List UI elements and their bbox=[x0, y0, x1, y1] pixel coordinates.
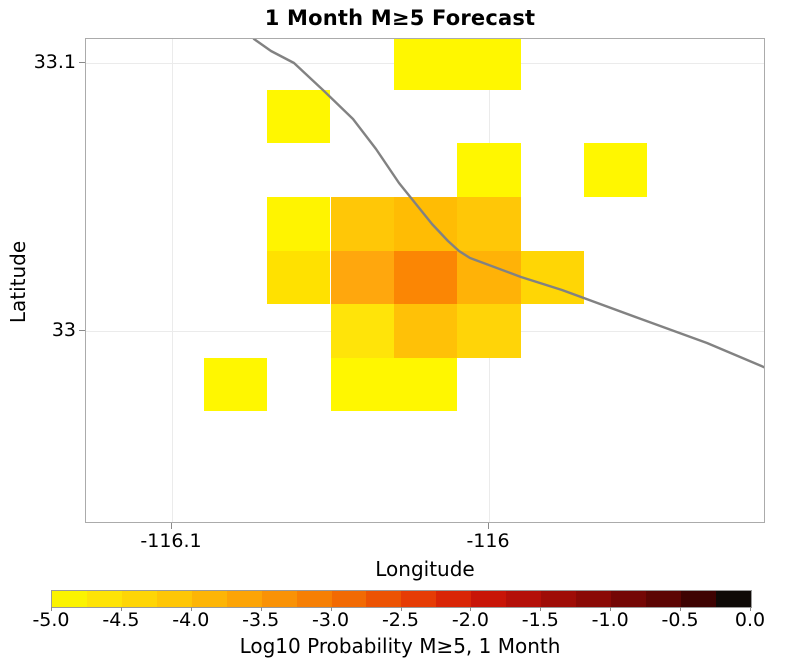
colorbar-segment bbox=[611, 591, 646, 607]
x-tick-label--116: -116 bbox=[466, 530, 510, 552]
heatmap-cell bbox=[267, 197, 331, 251]
y-tick-label-33.1: 33.1 bbox=[33, 51, 76, 73]
heatmap-cell bbox=[267, 250, 331, 305]
colorbar-tick-label: -2.0 bbox=[451, 609, 489, 631]
heatmap-cell bbox=[330, 357, 394, 412]
colorbar-tick-label: -5.0 bbox=[32, 609, 70, 631]
heatmap-cell bbox=[330, 250, 394, 305]
colorbar-segment bbox=[121, 591, 157, 607]
colorbar-segment bbox=[296, 591, 332, 607]
fault-line bbox=[252, 39, 764, 369]
heatmap-cell bbox=[457, 304, 521, 358]
y-axis-label: Latitude bbox=[6, 240, 30, 324]
colorbar-tick-label: -0.5 bbox=[661, 609, 699, 631]
gridline-x--116.1 bbox=[172, 39, 173, 522]
colorbar-segment bbox=[191, 591, 227, 607]
heatmap-cell bbox=[393, 304, 458, 358]
heatmap-cell bbox=[393, 250, 458, 305]
heatmap-cell bbox=[267, 89, 331, 144]
colorbar-tickmark bbox=[400, 607, 402, 611]
x-tick-label--116.1: -116.1 bbox=[140, 530, 202, 552]
colorbar-segment bbox=[680, 591, 716, 607]
colorbar-tick-label: -1.0 bbox=[591, 609, 629, 631]
colorbar-tick-label: -1.5 bbox=[521, 609, 559, 631]
chart-title: 1 Month M≥5 Forecast bbox=[264, 6, 536, 30]
colorbar-tick-label: -4.5 bbox=[102, 609, 140, 631]
x-tickmark--116.1 bbox=[171, 523, 172, 529]
colorbar-segment bbox=[226, 591, 262, 607]
colorbar-segment bbox=[506, 591, 542, 607]
colorbar-segment bbox=[576, 591, 611, 607]
colorbar-segment bbox=[715, 591, 751, 607]
heatmap-cell bbox=[584, 143, 648, 197]
colorbar-tick-label: -4.0 bbox=[172, 609, 210, 631]
heatmap-cell bbox=[457, 197, 521, 251]
colorbar bbox=[51, 590, 752, 608]
heatmap-cell bbox=[330, 304, 394, 358]
colorbar-segment bbox=[86, 591, 122, 607]
colorbar-tickmark bbox=[120, 607, 122, 611]
heatmap-cell bbox=[203, 357, 268, 412]
colorbar-segment bbox=[645, 591, 681, 607]
colorbar-tickmark bbox=[540, 607, 542, 611]
colorbar-tickmark bbox=[680, 607, 682, 611]
colorbar-tick-label: -3.5 bbox=[242, 609, 280, 631]
heatmap-cell bbox=[457, 39, 521, 90]
colorbar-tickmark bbox=[330, 607, 332, 611]
colorbar-tick-label: 0.0 bbox=[734, 609, 766, 631]
colorbar-tick-label: -2.5 bbox=[381, 609, 420, 631]
colorbar-segment bbox=[331, 591, 367, 607]
heatmap-cell bbox=[393, 357, 458, 412]
colorbar-segment bbox=[52, 591, 87, 607]
colorbar-tickmark bbox=[610, 607, 612, 611]
heatmap-cell bbox=[330, 197, 394, 251]
colorbar-tickmark bbox=[260, 607, 262, 611]
y-tickmark-33 bbox=[79, 330, 85, 331]
heatmap-cell bbox=[393, 197, 458, 251]
colorbar-tickmark bbox=[190, 607, 192, 611]
colorbar-segment bbox=[436, 591, 472, 607]
colorbar-segment bbox=[471, 591, 507, 607]
heatmap-cell bbox=[457, 250, 521, 305]
colorbar-segment bbox=[541, 591, 577, 607]
colorbar-segment bbox=[261, 591, 297, 607]
x-axis-label: Longitude bbox=[375, 557, 475, 581]
x-tickmark--116 bbox=[488, 523, 489, 529]
colorbar-segment bbox=[156, 591, 192, 607]
plot-area bbox=[85, 38, 765, 523]
y-tickmark-33.1 bbox=[79, 62, 85, 63]
heatmap-cell bbox=[457, 143, 521, 197]
colorbar-tick-label: -3.0 bbox=[312, 609, 350, 631]
colorbar-segment bbox=[401, 591, 437, 607]
colorbar-tickmark bbox=[51, 607, 52, 611]
colorbar-label: Log10 Probability M≥5, 1 Month bbox=[239, 634, 561, 658]
colorbar-tickmark bbox=[470, 607, 472, 611]
y-tick-label-33: 33 bbox=[51, 319, 76, 341]
heatmap-cell bbox=[393, 39, 458, 90]
colorbar-segment bbox=[366, 591, 402, 607]
colorbar-tickmark bbox=[750, 607, 751, 611]
